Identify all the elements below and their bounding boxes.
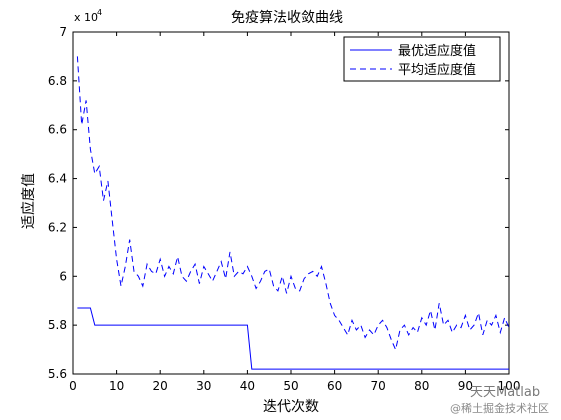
x-tick-label: 90	[458, 379, 473, 393]
chart-title: 免疫算法收敛曲线	[231, 10, 343, 26]
legend-label-best: 最优适应度值	[398, 43, 476, 59]
plot-frame	[72, 31, 510, 375]
legend-box	[343, 36, 501, 82]
y-tick-label: 5.8	[48, 318, 67, 332]
x-tick-label: 20	[153, 379, 168, 393]
x-tick-label: 30	[196, 379, 211, 393]
y-tick-label: 7	[59, 25, 67, 39]
y-axis-label: 适应度值	[20, 173, 37, 229]
x-tick-label: 0	[69, 379, 77, 393]
x-tick-label: 60	[327, 379, 342, 393]
y-tick-label: 6.2	[48, 220, 67, 234]
x-tick-label: 50	[283, 379, 298, 393]
series-line-best	[77, 307, 509, 370]
axes-layer: 0 10 20 30 40 50 60 70 80 90 100 5.6 5.8 6 6.2 6.4 6.6 6.…	[48, 25, 521, 393]
y-tick-label: 6	[59, 269, 67, 283]
y-tick-label: 6.4	[48, 172, 67, 186]
y-tick-label: 5.6	[48, 367, 67, 381]
x-tick-label: 40	[240, 379, 255, 393]
x-tick-label: 10	[109, 379, 124, 393]
y-exponent-power: 4	[97, 8, 102, 17]
y-tick-label: 6.6	[48, 123, 67, 137]
series-line-average	[76, 56, 510, 352]
x-tick-label: 80	[414, 379, 429, 393]
series-layer	[76, 56, 510, 370]
x-tick-label: 100	[498, 379, 521, 393]
watermark-sub-text: @稀土掘金技术社区	[450, 401, 549, 415]
watermark: 天天Matlab @稀土掘金技术社区	[450, 385, 549, 415]
legend-label-average: 平均适应度值	[398, 62, 476, 78]
watermark-main-text: 天天Matlab	[470, 385, 540, 400]
y-exponent-label: x 10	[74, 11, 98, 24]
x-tick-label: 70	[371, 379, 386, 393]
legend: 最优适应度值 平均适应度值	[343, 36, 501, 82]
y-tick-label: 6.8	[48, 74, 67, 88]
x-axis-label: 迭代次数	[263, 399, 319, 415]
